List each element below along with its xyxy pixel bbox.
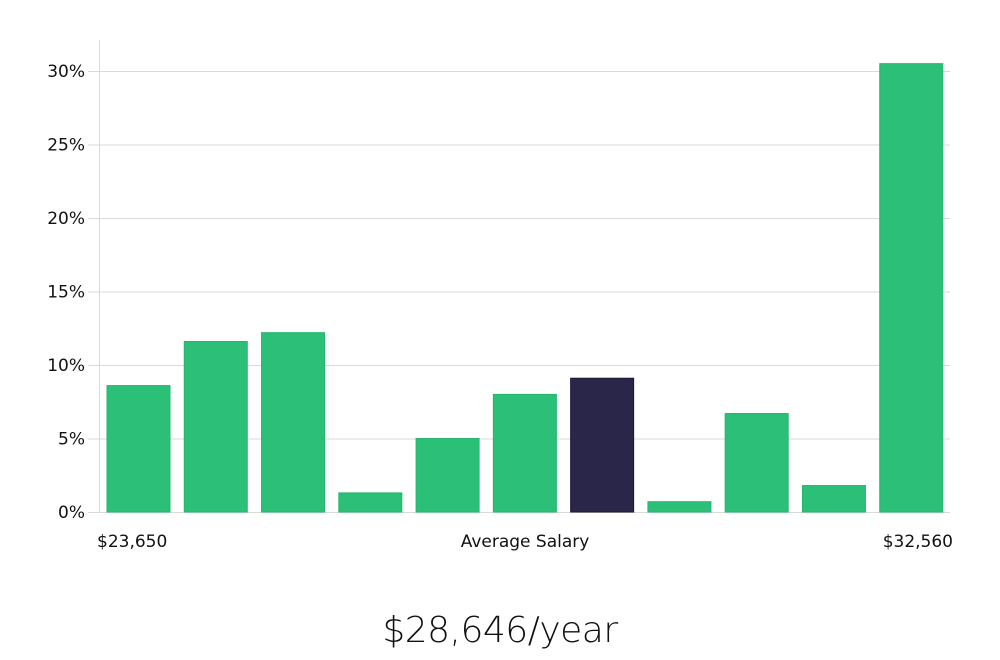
bar (261, 332, 326, 513)
y-tick-label: 25% (47, 136, 85, 156)
y-tick-label: 5% (58, 430, 85, 450)
salary-histogram: 0% 5% 10% 15% 20% 25% 30% $23,650 Average Sala… (47, 40, 953, 552)
bar (647, 501, 712, 513)
bar (801, 485, 866, 513)
bar (724, 413, 789, 513)
bar (338, 492, 403, 513)
x-label-min: $23,650 (97, 532, 167, 552)
bar-average (570, 377, 635, 513)
bar (879, 63, 944, 513)
bar (492, 393, 557, 513)
y-tick-label: 15% (47, 283, 85, 303)
x-label-max: $32,560 (883, 532, 953, 552)
bar (183, 340, 248, 513)
average-salary-summary: $28,646/year (382, 610, 618, 651)
bar (106, 385, 171, 513)
y-tick-label: 20% (47, 209, 85, 229)
y-tick-label: 0% (58, 503, 85, 523)
y-tick-label: 30% (47, 62, 85, 82)
y-tick-label: 10% (47, 356, 85, 376)
bar (415, 438, 480, 513)
x-label-average: Average Salary (461, 532, 590, 552)
